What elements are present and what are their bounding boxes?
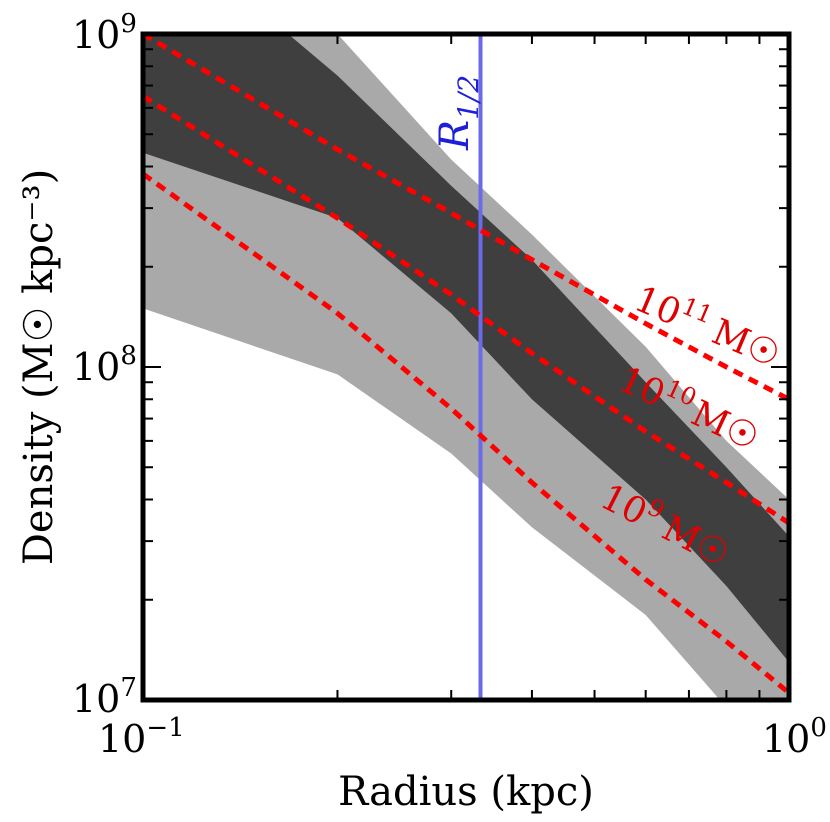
y-axis-label: Density (M☉ kpc⁻³) <box>16 169 62 565</box>
y-tick-label-1: 108 <box>72 341 137 389</box>
r-half-sub: 1/2 <box>452 75 485 120</box>
x-tick-label-1: 100 <box>762 713 827 761</box>
inner-band <box>143 34 789 663</box>
x-tick-label-0: 10−1 <box>98 713 185 761</box>
x-axis-label: Radius (kpc) <box>338 769 594 815</box>
y-tick-label-0: 107 <box>72 673 137 721</box>
r-half-main: R <box>432 120 478 151</box>
curve-1e11 <box>143 34 789 402</box>
plot-area <box>143 34 789 700</box>
y-tick-label-2: 109 <box>72 9 137 57</box>
plot-frame <box>140 31 792 703</box>
curve-1e10 <box>143 94 789 526</box>
curve-1e9 <box>143 171 789 695</box>
r-half-label: R1/2 <box>432 75 485 151</box>
